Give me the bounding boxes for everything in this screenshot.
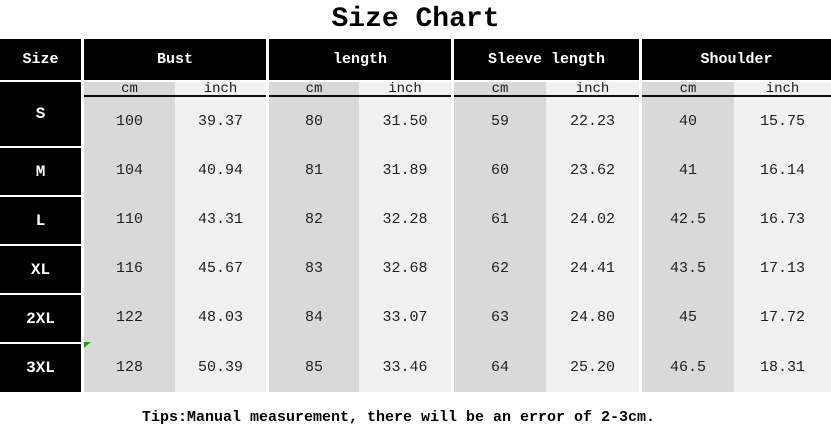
measurement-cell: 80 [269, 97, 359, 146]
measurement-cell: 128 [84, 342, 175, 392]
measurement-cell: 40.94 [175, 146, 266, 195]
measurement-cell: 104 [84, 146, 175, 195]
measurement-cell: 31.50 [359, 97, 451, 146]
measurement-cell: 84 [269, 293, 359, 342]
measurement-cell: 59 [454, 97, 546, 146]
column-header-sleeve-length: Sleeve length [454, 39, 639, 80]
unit-header-length-inch: inch [359, 82, 451, 97]
measurement-cell: 48.03 [175, 293, 266, 342]
measurement-cell: 83 [269, 244, 359, 293]
measurement-cell: 64 [454, 342, 546, 392]
measurement-cell: 60 [454, 146, 546, 195]
measurement-cell: 18.31 [734, 342, 831, 392]
measurement-cell: 110 [84, 195, 175, 244]
unit-header-shoulder-inch: inch [734, 82, 831, 97]
measurement-cell: 45.67 [175, 244, 266, 293]
size-label-2xl: 2XL [0, 293, 81, 342]
tips-note: Tips:Manual measurement, there will be a… [141, 409, 656, 426]
measurement-cell: 16.14 [734, 146, 831, 195]
unit-header-bust-inch: inch [175, 82, 266, 97]
measurement-cell: 50.39 [175, 342, 266, 392]
column-header-length: length [269, 39, 451, 80]
measurement-cell: 24.41 [546, 244, 639, 293]
measurement-cell: 45 [642, 293, 734, 342]
unit-header-sleeve-inch: inch [546, 82, 639, 97]
size-chart-table: Size Bust length Sleeve length Shoulder … [0, 39, 831, 392]
measurement-cell: 42.5 [642, 195, 734, 244]
measurement-cell: 33.46 [359, 342, 451, 392]
measurement-cell: 17.72 [734, 293, 831, 342]
size-label-xl: XL [0, 244, 81, 293]
measurement-cell: 16.73 [734, 195, 831, 244]
measurement-cell: 17.13 [734, 244, 831, 293]
measurement-cell: 46.5 [642, 342, 734, 392]
unit-header-length-cm: cm [269, 82, 359, 97]
measurement-cell: 40 [642, 97, 734, 146]
measurement-cell: 81 [269, 146, 359, 195]
unit-header-sleeve-cm: cm [454, 82, 546, 97]
unit-header-shoulder-cm: cm [642, 82, 734, 97]
measurement-cell: 43.5 [642, 244, 734, 293]
measurement-cell: 82 [269, 195, 359, 244]
unit-header-bust-cm: cm [84, 82, 175, 97]
measurement-cell: 85 [269, 342, 359, 392]
measurement-cell: 43.31 [175, 195, 266, 244]
measurement-cell: 62 [454, 244, 546, 293]
column-header-size: Size [0, 39, 81, 80]
measurement-cell: 41 [642, 146, 734, 195]
measurement-cell: 33.07 [359, 293, 451, 342]
column-header-shoulder: Shoulder [642, 39, 831, 80]
measurement-cell: 15.75 [734, 97, 831, 146]
size-label-m: M [0, 146, 81, 195]
measurement-cell: 61 [454, 195, 546, 244]
page-title: Size Chart [331, 4, 500, 35]
measurement-cell: 63 [454, 293, 546, 342]
measurement-cell: 32.28 [359, 195, 451, 244]
size-label-3xl: 3XL [0, 342, 81, 392]
column-header-bust: Bust [84, 39, 266, 80]
size-label-l: L [0, 195, 81, 244]
measurement-cell: 24.02 [546, 195, 639, 244]
measurement-cell: 100 [84, 97, 175, 146]
measurement-cell: 31.89 [359, 146, 451, 195]
measurement-cell: 25.20 [546, 342, 639, 392]
measurement-cell: 23.62 [546, 146, 639, 195]
measurement-value: 128 [115, 358, 143, 376]
measurement-cell: 24.80 [546, 293, 639, 342]
measurement-cell: 22.23 [546, 97, 639, 146]
cell-corner-marker-icon [84, 342, 93, 348]
measurement-cell: 116 [84, 244, 175, 293]
measurement-cell: 122 [84, 293, 175, 342]
size-label-s: S [0, 82, 81, 146]
measurement-cell: 32.68 [359, 244, 451, 293]
measurement-cell: 39.37 [175, 97, 266, 146]
